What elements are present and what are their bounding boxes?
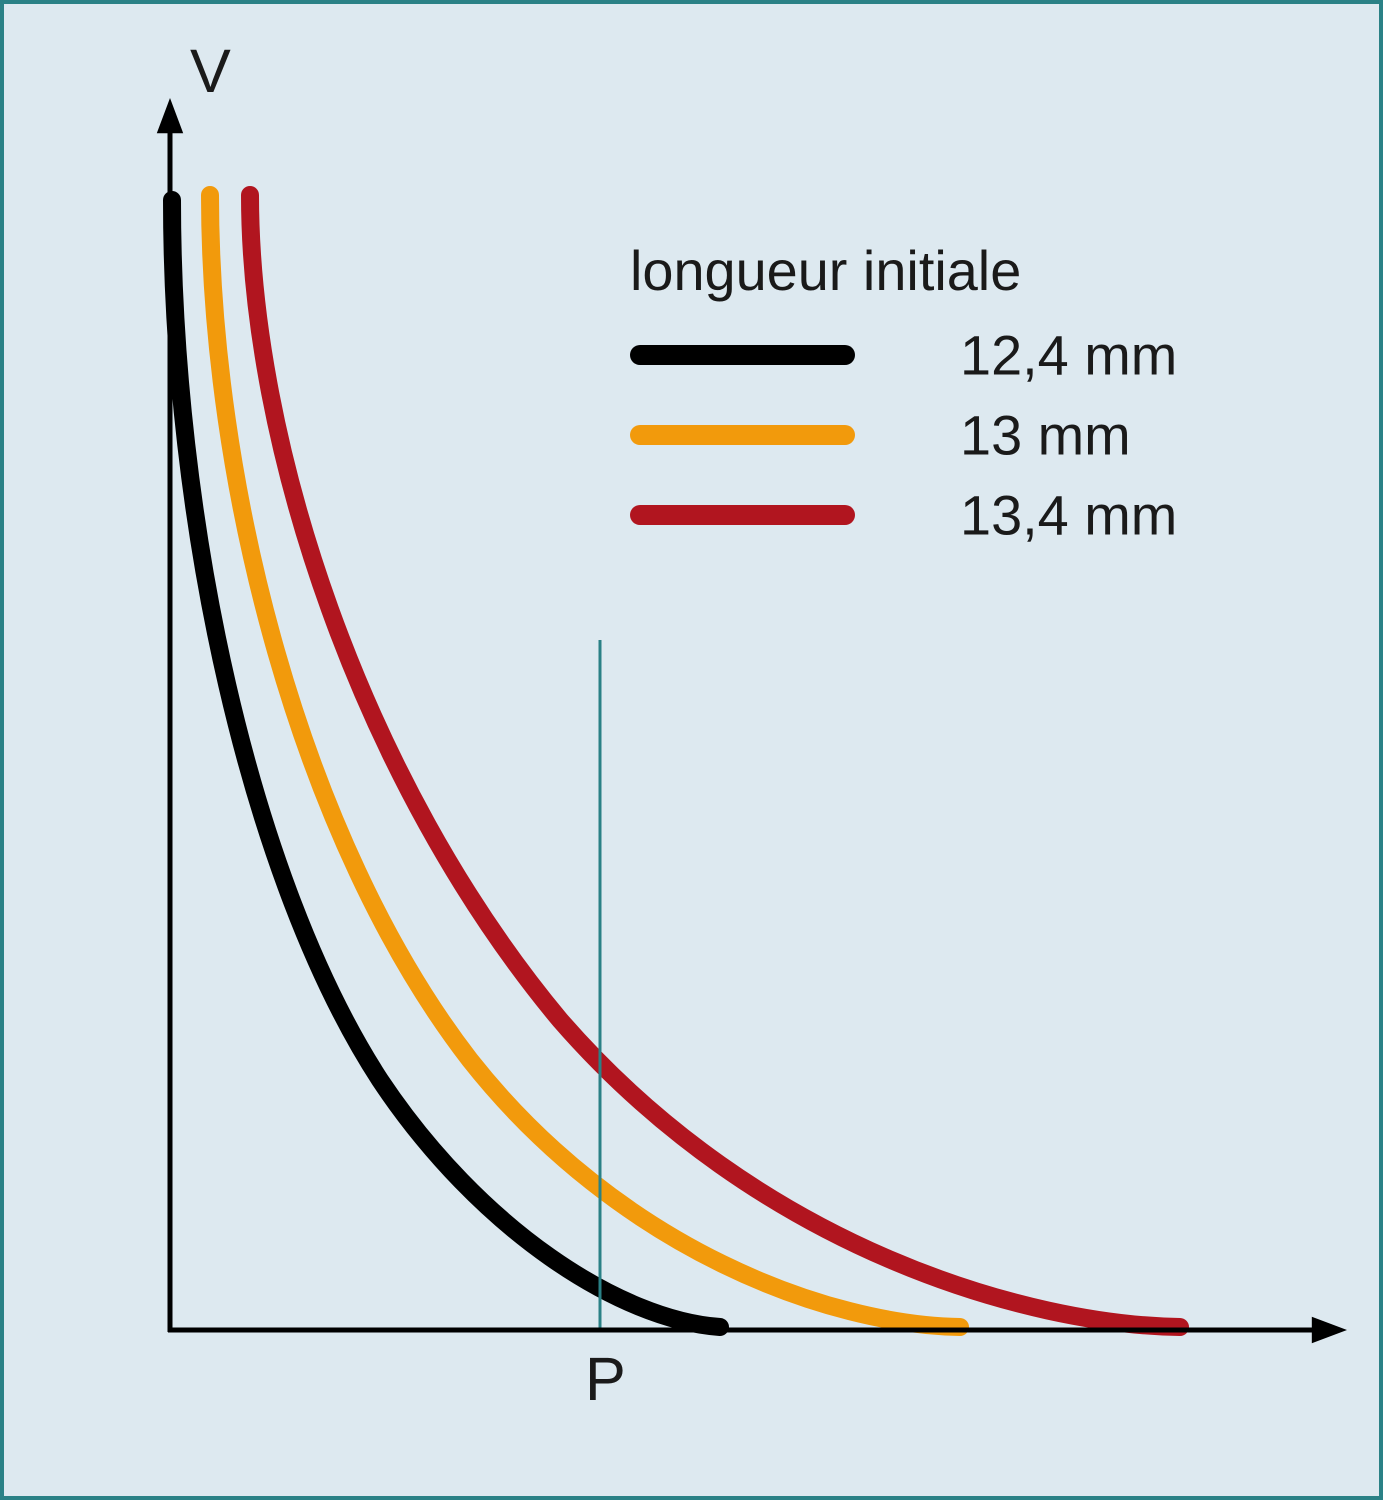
x-axis-label: P [585,1345,626,1413]
legend-swatch-2 [630,505,855,525]
legend-label-1: 13 mm [960,404,1131,467]
y-axis-label: V [190,37,231,105]
legend-swatch-0 [630,345,855,365]
chart-svg: V Plongueur initiale 12,4 mm 13 mm 13,4 mm [0,0,1383,1500]
chart-frame: V Plongueur initiale 12,4 mm 13 mm 13,4 mm [0,0,1383,1500]
legend-swatch-1 [630,425,855,445]
legend-label-2: 13,4 mm [960,484,1177,547]
legend-title: longueur initiale [630,239,1021,302]
legend-label-0: 12,4 mm [960,324,1177,387]
